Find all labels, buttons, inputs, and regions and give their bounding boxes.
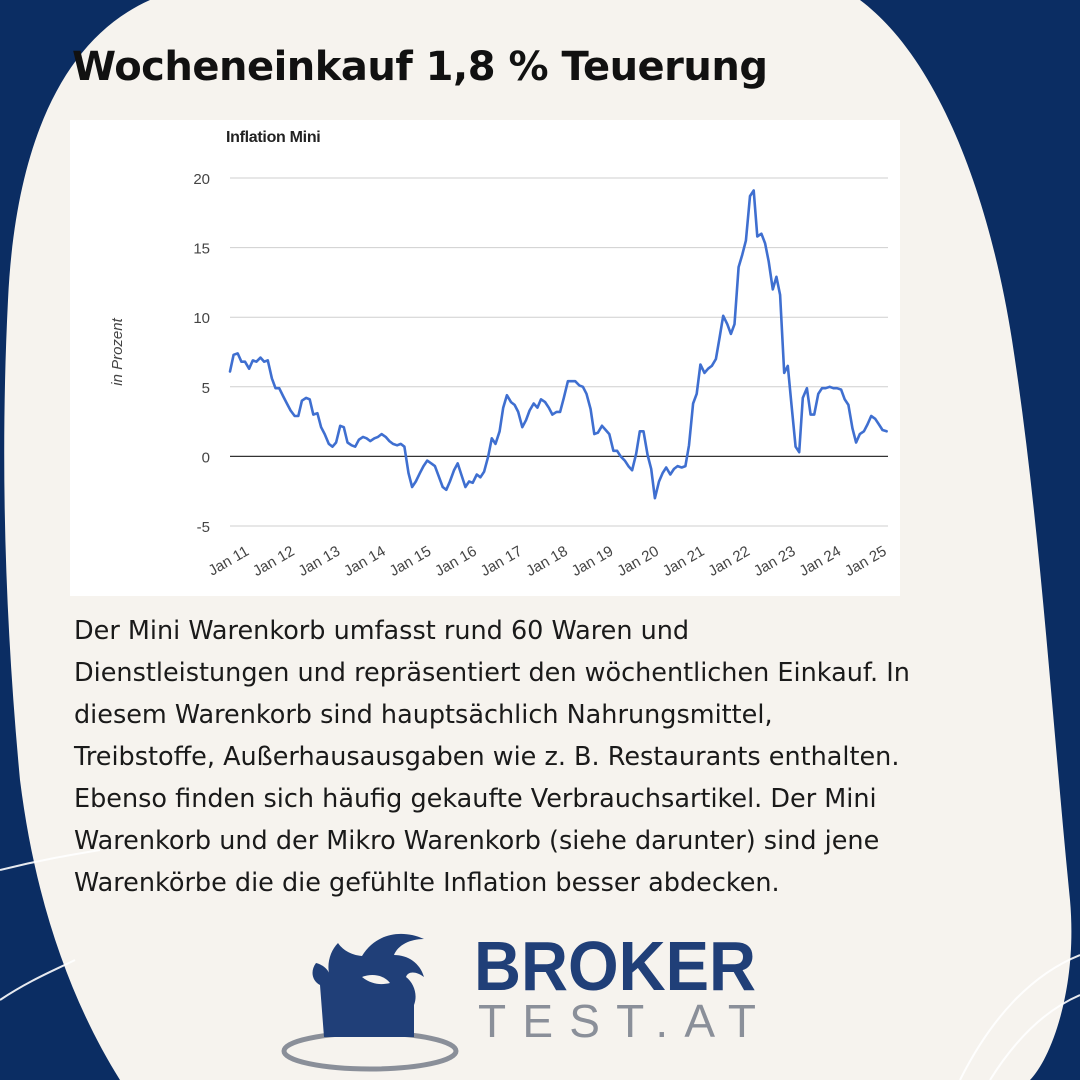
x-tick-label: Jan 19 — [569, 543, 617, 580]
x-tick-label: Jan 15 — [387, 543, 435, 580]
page-title: Wocheneinkauf 1,8 % Teuerung — [72, 44, 768, 90]
x-tick-label: Jan 17 — [478, 543, 526, 580]
x-tick-label: Jan 25 — [842, 543, 890, 580]
body-line: Der Mini Warenkorb umfasst rund 60 Waren… — [74, 616, 690, 646]
decorative-swoosh — [0, 849, 101, 871]
body-line: Ebenso finden sich häufig gekaufte Verbr… — [74, 784, 877, 814]
brokertest-logo: BROKER TEST.AT — [281, 927, 756, 1072]
logo-wordmark-broker: BROKER — [474, 927, 756, 1005]
y-tick-label: -5 — [197, 519, 210, 536]
y-tick-label: 15 — [193, 241, 210, 258]
body-line: diesem Warenkorb sind hauptsächlich Nahr… — [74, 700, 773, 730]
x-tick-label: Jan 23 — [751, 543, 799, 580]
x-tick-label: Jan 13 — [296, 543, 344, 580]
body-text: Der Mini Warenkorb umfasst rund 60 Waren… — [74, 610, 1024, 904]
y-tick-label: 5 — [202, 380, 210, 397]
bull-logo-detail — [362, 975, 390, 985]
decorative-swoosh — [959, 954, 1080, 1080]
chart-title: Inflation Mini — [226, 129, 321, 146]
x-tick-label: Jan 24 — [796, 543, 844, 580]
bull-logo-icon — [312, 933, 424, 1037]
body-line: Treibstoffe, Außerhausausgaben wie z. B.… — [74, 742, 900, 772]
logo-base-ellipse — [281, 1030, 459, 1072]
x-tick-label: Jan 16 — [432, 543, 480, 580]
series-line — [228, 189, 888, 500]
x-tick-label: Jan 20 — [614, 543, 662, 580]
y-axis-label: in Prozent — [109, 317, 126, 385]
y-tick-label: 0 — [202, 449, 210, 466]
body-line: Dienstleistungen und repräsentiert den w… — [74, 658, 910, 688]
x-tick-label: Jan 18 — [523, 543, 571, 580]
chart-panel: -5 0 5 10 15 20 in Prozent Jan 11 Jan 12 Jan 13 Ja… — [70, 120, 900, 596]
x-tick-label: Jan 12 — [250, 543, 298, 580]
body-line: Warenkorb und der Mikro Warenkorb (siehe… — [74, 826, 880, 856]
x-tick-label: Jan 22 — [705, 543, 753, 580]
y-tick-label: 10 — [193, 310, 210, 327]
x-tick-label: Jan 14 — [341, 543, 389, 580]
y-tick-label: 20 — [193, 171, 210, 188]
decorative-swoosh — [0, 959, 76, 1001]
decorative-swoosh — [989, 994, 1080, 1080]
logo-wordmark-test: TEST.AT — [478, 995, 756, 1047]
body-line: Warenkörbe die die gefühlte Inflation be… — [74, 868, 780, 898]
x-tick-label: Jan 11 — [205, 543, 252, 580]
x-tick-label: Jan 21 — [660, 543, 708, 580]
